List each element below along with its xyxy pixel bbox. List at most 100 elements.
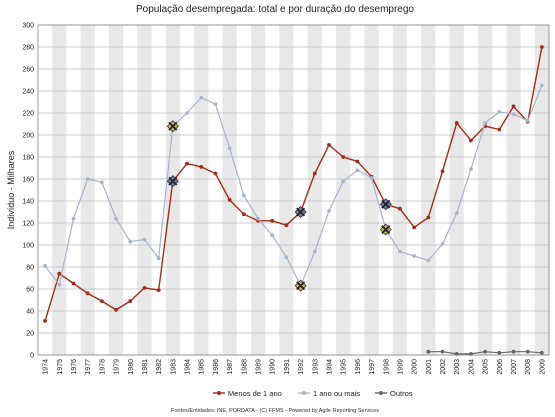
data-point-1-ano-ou-mais (57, 282, 62, 287)
legend-label-1-ano-ou-mais: 1 ano ou mais (313, 389, 360, 398)
x-tick-label: 1987 (227, 359, 234, 375)
data-point-1-ano-ou-mais (440, 242, 445, 246)
data-point-menos-de-1-ano (440, 169, 445, 174)
highlight-marker (166, 175, 179, 188)
y-tick-label: 100 (22, 243, 34, 250)
x-tick-label: 1980 (128, 359, 135, 375)
year-band (478, 25, 493, 355)
data-point-1-ano-ou-mais (156, 256, 161, 261)
highlight-marker (379, 198, 392, 211)
legend-label-menos-de-1-ano: Menos de 1 ano (228, 389, 282, 398)
data-point-menos-de-1-ano (71, 281, 76, 286)
legend-marker-1-ano-ou-mais (302, 391, 306, 395)
data-point-menos-de-1-ano (185, 161, 189, 166)
data-point-1-ano-ou-mais (540, 83, 544, 88)
data-point-menos-de-1-ano (412, 225, 417, 230)
year-band (279, 25, 294, 355)
x-tick-label: 1976 (71, 359, 78, 375)
data-point-menos-de-1-ano (241, 212, 246, 217)
data-point-menos-de-1-ano (398, 206, 402, 211)
y-tick-label: 140 (22, 199, 34, 206)
y-tick-label: 260 (22, 67, 34, 74)
data-point-1-ano-ou-mais (312, 249, 317, 254)
plot-area: 0 20 40 60 80 100 120 140 160 180 200 220 240 260 280 3… (22, 23, 550, 375)
data-point-1-ano-ou-mais (369, 176, 374, 180)
data-point-menos-de-1-ano (511, 104, 516, 109)
source-note: Fontes/Entidades: INE, PORDATA - (C) FFM… (171, 408, 379, 414)
x-tick-label: 1982 (156, 359, 163, 375)
x-tick-label: 1994 (326, 359, 333, 375)
year-band (307, 25, 322, 355)
highlight-cross (168, 176, 178, 186)
y-tick-label: 20 (26, 331, 34, 338)
data-point-1-ano-ou-mais (128, 239, 133, 244)
data-point-outros (525, 349, 530, 354)
data-point-menos-de-1-ano (284, 223, 289, 228)
data-point-outros (497, 350, 502, 355)
data-point-menos-de-1-ano (142, 286, 147, 290)
series-line-1-ano-ou-mais (44, 85, 543, 288)
year-band (392, 25, 408, 355)
x-tick-label: 1998 (383, 359, 390, 375)
data-point-1-ano-ou-mais (284, 255, 289, 259)
x-tick-label: 2004 (468, 359, 475, 375)
x-tick-label: 1979 (114, 359, 121, 375)
x-tick-label: 2006 (497, 359, 504, 375)
y-tick-label: 40 (26, 309, 34, 316)
data-point-menos-de-1-ano (227, 198, 232, 202)
x-tick-label: 2008 (525, 359, 532, 375)
y-tick-label: 200 (22, 133, 34, 140)
data-point-1-ano-ou-mais (71, 216, 76, 221)
y-tick-label: 60 (26, 287, 34, 294)
year-band (80, 25, 95, 355)
x-tick-label: 1988 (241, 359, 248, 375)
legend: Menos de 1 ano 1 ano ou mais Outros (213, 389, 413, 398)
data-point-outros (511, 349, 516, 354)
x-tick-label: 1983 (170, 359, 177, 375)
highlight-cross (168, 121, 178, 131)
y-tick-label: 280 (22, 45, 34, 52)
highlight-marker (166, 120, 179, 133)
y-tick-label: 160 (22, 177, 34, 184)
data-point-1-ano-ou-mais (241, 193, 246, 198)
year-band (421, 25, 436, 355)
data-point-1-ano-ou-mais (454, 211, 459, 216)
data-point-1-ano-ou-mais (256, 216, 260, 221)
y-tick-label: 240 (22, 89, 34, 96)
x-tick-label: 1999 (397, 359, 404, 375)
data-point-1-ano-ou-mais (227, 146, 232, 151)
year-band (222, 25, 237, 355)
x-tick-label: 2009 (539, 359, 546, 375)
x-tick-label: 1977 (85, 359, 92, 375)
y-tick-label: 0 (30, 353, 34, 360)
data-point-menos-de-1-ano (497, 127, 502, 132)
year-band (165, 25, 180, 355)
data-point-menos-de-1-ano (156, 288, 161, 292)
x-tick-label: 2007 (511, 359, 518, 375)
x-tick-label: 1978 (99, 359, 106, 375)
year-band (336, 25, 351, 355)
data-point-1-ano-ou-mais (511, 112, 516, 116)
data-point-menos-de-1-ano (426, 215, 431, 220)
highlight-cross (296, 207, 306, 217)
data-point-outros (483, 349, 488, 354)
data-point-1-ano-ou-mais (114, 216, 118, 221)
x-tick-label: 1993 (312, 359, 319, 375)
data-point-1-ano-ou-mais (327, 209, 331, 213)
x-tick-label: 1992 (298, 359, 305, 375)
year-band (449, 25, 464, 355)
data-point-menos-de-1-ano (469, 138, 473, 143)
data-point-1-ano-ou-mais (426, 258, 431, 263)
x-tick-label: 1989 (256, 359, 263, 375)
data-point-1-ano-ou-mais (469, 167, 473, 172)
x-tick-label: 2000 (412, 359, 419, 375)
data-point-1-ano-ou-mais (525, 118, 530, 123)
x-tick-label: 1974 (43, 359, 50, 375)
highlight-marker (294, 279, 307, 292)
year-band (506, 25, 521, 355)
data-point-menos-de-1-ano (85, 291, 90, 296)
highlight-marker (379, 223, 392, 236)
year-band (52, 25, 67, 355)
y-tick-label: 300 (22, 23, 34, 30)
data-point-1-ano-ou-mais (355, 168, 360, 173)
